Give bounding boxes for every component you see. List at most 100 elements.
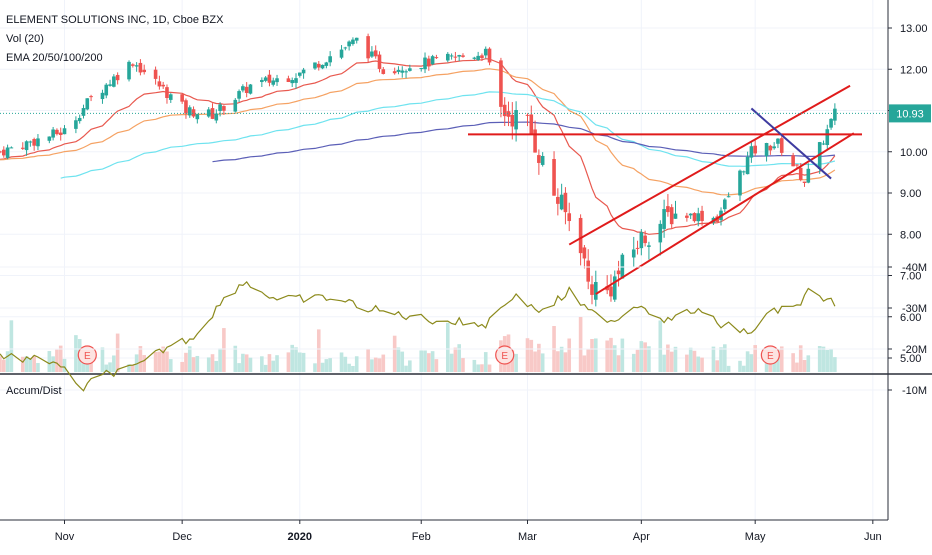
volume-bar [81, 363, 86, 372]
candle-body [112, 76, 116, 87]
volume-bar [593, 338, 598, 372]
candle-body [483, 48, 488, 56]
volume-bar [9, 320, 14, 372]
candle-body [328, 56, 332, 63]
candle-body [487, 48, 492, 63]
earnings-marker [760, 345, 780, 365]
accdist-tick-label: -10M [902, 385, 927, 397]
candle-body [381, 69, 386, 74]
accdist-pane[interactable] [0, 266, 932, 392]
volume-bar [764, 360, 769, 372]
volume-bar [275, 355, 279, 372]
volume-bar [639, 341, 644, 372]
axes: 13.0012.0011.0010.009.008.007.006.005.00… [0, 0, 931, 543]
candle-body [5, 147, 10, 158]
volume-bar [669, 351, 674, 372]
candle-body [821, 143, 826, 145]
volume-bar [605, 340, 609, 372]
volume-bar [237, 363, 241, 372]
volume-bar [222, 328, 226, 372]
volume-bar [366, 349, 370, 372]
candle-body [472, 57, 477, 59]
volume-bar [108, 362, 112, 372]
candle-body [586, 260, 591, 282]
volume-bar [692, 350, 697, 372]
volume-bar [339, 352, 344, 372]
volume-bar [206, 357, 211, 372]
time-tick-label: Mar [518, 531, 537, 543]
volume-bar [563, 352, 568, 372]
volume-bar [559, 346, 564, 372]
candle-body [218, 104, 222, 111]
candle-body [510, 114, 515, 127]
volume-bar [745, 351, 750, 372]
volume-bar [51, 356, 55, 372]
earnings-marker [495, 345, 515, 365]
volume-bar [28, 358, 33, 372]
trendlines[interactable] [468, 84, 862, 295]
volume-bar [58, 345, 63, 372]
candle-body [688, 213, 693, 216]
candle-body [639, 232, 644, 249]
candle-body [445, 53, 450, 61]
candlesticks[interactable] [0, 33, 837, 307]
volume-bar [696, 356, 701, 372]
candle-body [556, 196, 560, 204]
volume-bar [741, 365, 746, 372]
candle-body [723, 199, 727, 210]
volume-legend[interactable]: Vol (20) [6, 33, 44, 45]
volume-bar [180, 361, 184, 372]
volume-bar [313, 363, 317, 372]
volume-bar [320, 362, 325, 372]
candle-body [275, 78, 279, 83]
volume-bar [20, 356, 25, 372]
candle-body [453, 56, 458, 58]
time-tick-label: Apr [633, 531, 650, 543]
volume-bar [5, 351, 10, 372]
accdist-legend[interactable]: Accum/Dist [6, 385, 62, 397]
volume-bar [351, 365, 355, 372]
volume-bar [263, 364, 268, 372]
volume-bar [620, 338, 625, 372]
candle-body [28, 141, 33, 143]
volume-bar [719, 347, 723, 372]
volume-bar [529, 339, 534, 372]
volume-bar [540, 353, 545, 372]
candle-body [533, 129, 537, 153]
candle-body [47, 136, 52, 141]
ema-legend[interactable]: EMA 20/50/100/200 [6, 52, 103, 64]
candle-body [85, 98, 90, 110]
volume-bar [297, 352, 302, 372]
volume-bar [631, 353, 636, 372]
price-tick-label: 10.00 [900, 147, 928, 159]
time-tick-label: Nov [55, 531, 75, 543]
volume-bar [472, 359, 477, 372]
volume-bar [127, 364, 131, 372]
candle-body [779, 138, 784, 153]
candle-body [366, 36, 370, 59]
candle-body [127, 61, 131, 80]
volume-bar [55, 349, 59, 372]
accdist-tick-label: -20M [902, 344, 927, 356]
candle-body [506, 111, 511, 117]
volume-bar [647, 346, 651, 372]
volume-bar [643, 342, 647, 372]
candle-body [157, 81, 162, 87]
volume-bar [666, 344, 670, 372]
volume-bar [567, 338, 572, 372]
candle-body [430, 56, 435, 65]
candle-body [108, 84, 112, 86]
candle-body [20, 147, 25, 149]
volume-bar [798, 345, 803, 372]
accdist-tick-label: -40M [902, 262, 927, 274]
volume-bar [377, 358, 382, 372]
candle-body [180, 94, 184, 102]
volume-bar [533, 351, 537, 372]
candle-body [9, 147, 14, 149]
candle-body [191, 109, 196, 117]
ema50-line [0, 68, 836, 196]
price-badge [889, 104, 931, 123]
